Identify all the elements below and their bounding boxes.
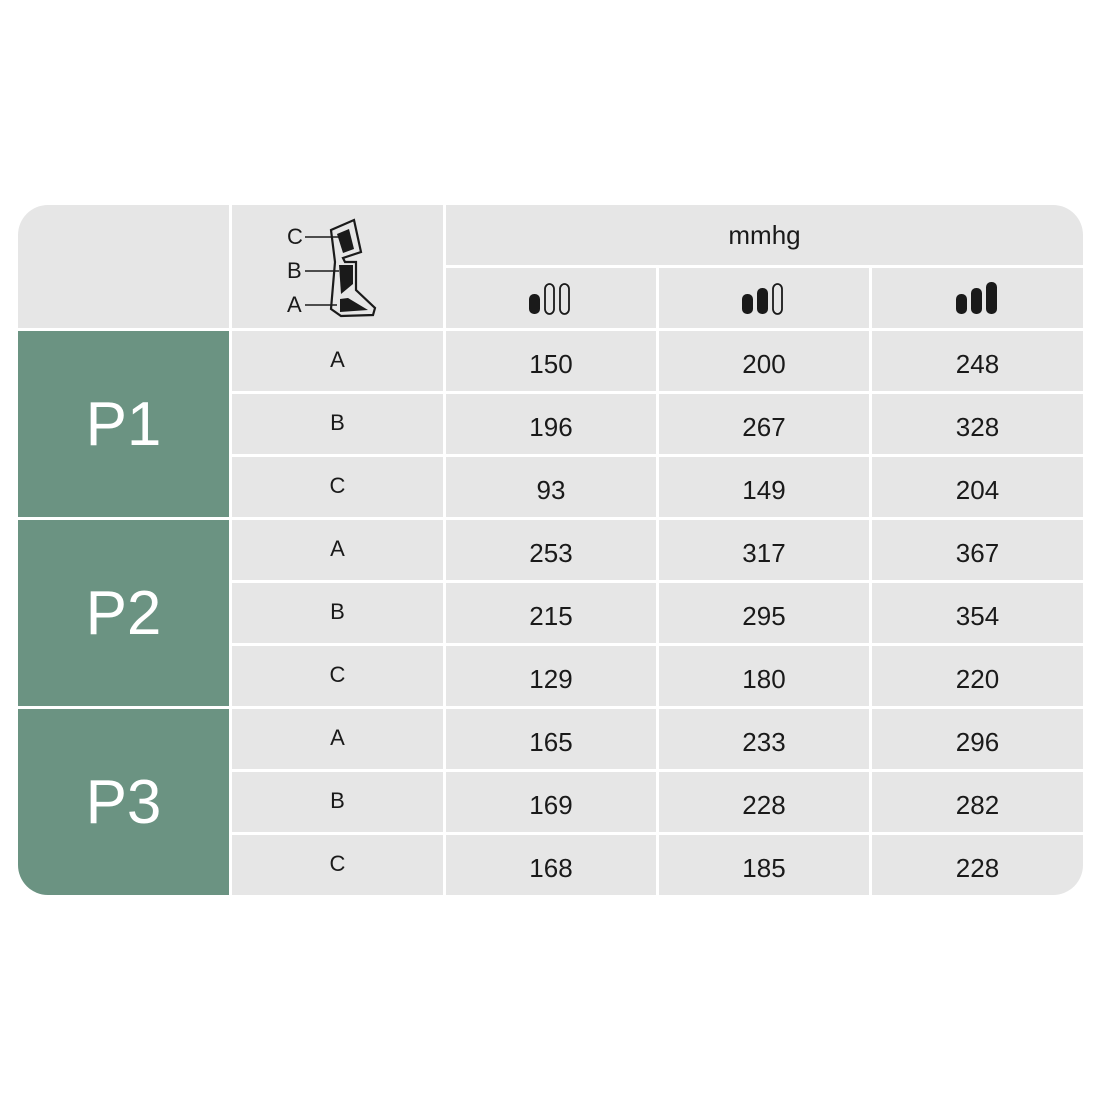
pressure-table: C B A mmhg P1 A 150 200 248 B 196 267 328 C 93 149 2…	[18, 205, 1083, 895]
pressure-value: 248	[872, 331, 1083, 391]
pressure-value: 169	[446, 772, 656, 832]
corner-cell	[18, 205, 229, 328]
pressure-value: 328	[872, 394, 1083, 454]
pressure-value: 354	[872, 583, 1083, 643]
intensity-high-icon	[955, 282, 997, 314]
pressure-value: 129	[446, 646, 656, 706]
unit-header: mmhg	[446, 205, 1083, 265]
program-label: P3	[18, 709, 229, 895]
pressure-value: 267	[659, 394, 869, 454]
zone-label: A	[232, 709, 443, 769]
zone-label-c: C	[287, 224, 303, 249]
intensity-medium-icon	[742, 283, 783, 315]
pressure-value: 253	[446, 520, 656, 580]
pressure-value: 317	[659, 520, 869, 580]
pressure-value: 233	[659, 709, 869, 769]
intensity-bar-filled	[970, 288, 982, 314]
pressure-value: 150	[446, 331, 656, 391]
zone-label: C	[232, 646, 443, 706]
zone-label: A	[232, 331, 443, 391]
zone-label: B	[232, 772, 443, 832]
intensity-bar-empty	[559, 283, 570, 315]
pressure-value: 282	[872, 772, 1083, 832]
intensity-bar-empty	[544, 283, 555, 315]
pressure-value: 185	[659, 835, 869, 895]
intensity-bar-filled	[742, 294, 753, 314]
intensity-header-1	[446, 268, 656, 328]
pressure-value: 200	[659, 331, 869, 391]
pressure-value: 228	[872, 835, 1083, 895]
pressure-value: 367	[872, 520, 1083, 580]
zone-label: C	[232, 457, 443, 517]
intensity-header-3	[872, 268, 1083, 328]
intensity-bar-filled	[985, 282, 997, 314]
pressure-value: 296	[872, 709, 1083, 769]
zone-label: A	[232, 520, 443, 580]
pressure-value: 93	[446, 457, 656, 517]
zone-label: C	[232, 835, 443, 895]
zone-label-b: B	[287, 258, 302, 283]
zone-label: B	[232, 394, 443, 454]
pressure-value: 196	[446, 394, 656, 454]
pressure-value: 149	[659, 457, 869, 517]
intensity-low-icon	[529, 283, 570, 315]
pressure-value: 215	[446, 583, 656, 643]
intensity-bar-filled	[955, 294, 967, 314]
pressure-value: 180	[659, 646, 869, 706]
zone-label-a: A	[287, 292, 302, 317]
pressure-value: 204	[872, 457, 1083, 517]
pressure-value: 168	[446, 835, 656, 895]
pressure-value: 228	[659, 772, 869, 832]
pressure-value: 220	[872, 646, 1083, 706]
intensity-header-2	[659, 268, 869, 328]
zone-label: B	[232, 583, 443, 643]
intensity-bar-filled	[757, 288, 768, 314]
pressure-value: 295	[659, 583, 869, 643]
program-label: P2	[18, 520, 229, 706]
intensity-bar-filled	[529, 294, 540, 314]
program-label: P1	[18, 331, 229, 517]
leg-zones-icon: C B A	[287, 217, 376, 317]
pressure-value: 165	[446, 709, 656, 769]
intensity-bar-empty	[772, 283, 783, 315]
leg-diagram-cell: C B A	[232, 205, 443, 328]
